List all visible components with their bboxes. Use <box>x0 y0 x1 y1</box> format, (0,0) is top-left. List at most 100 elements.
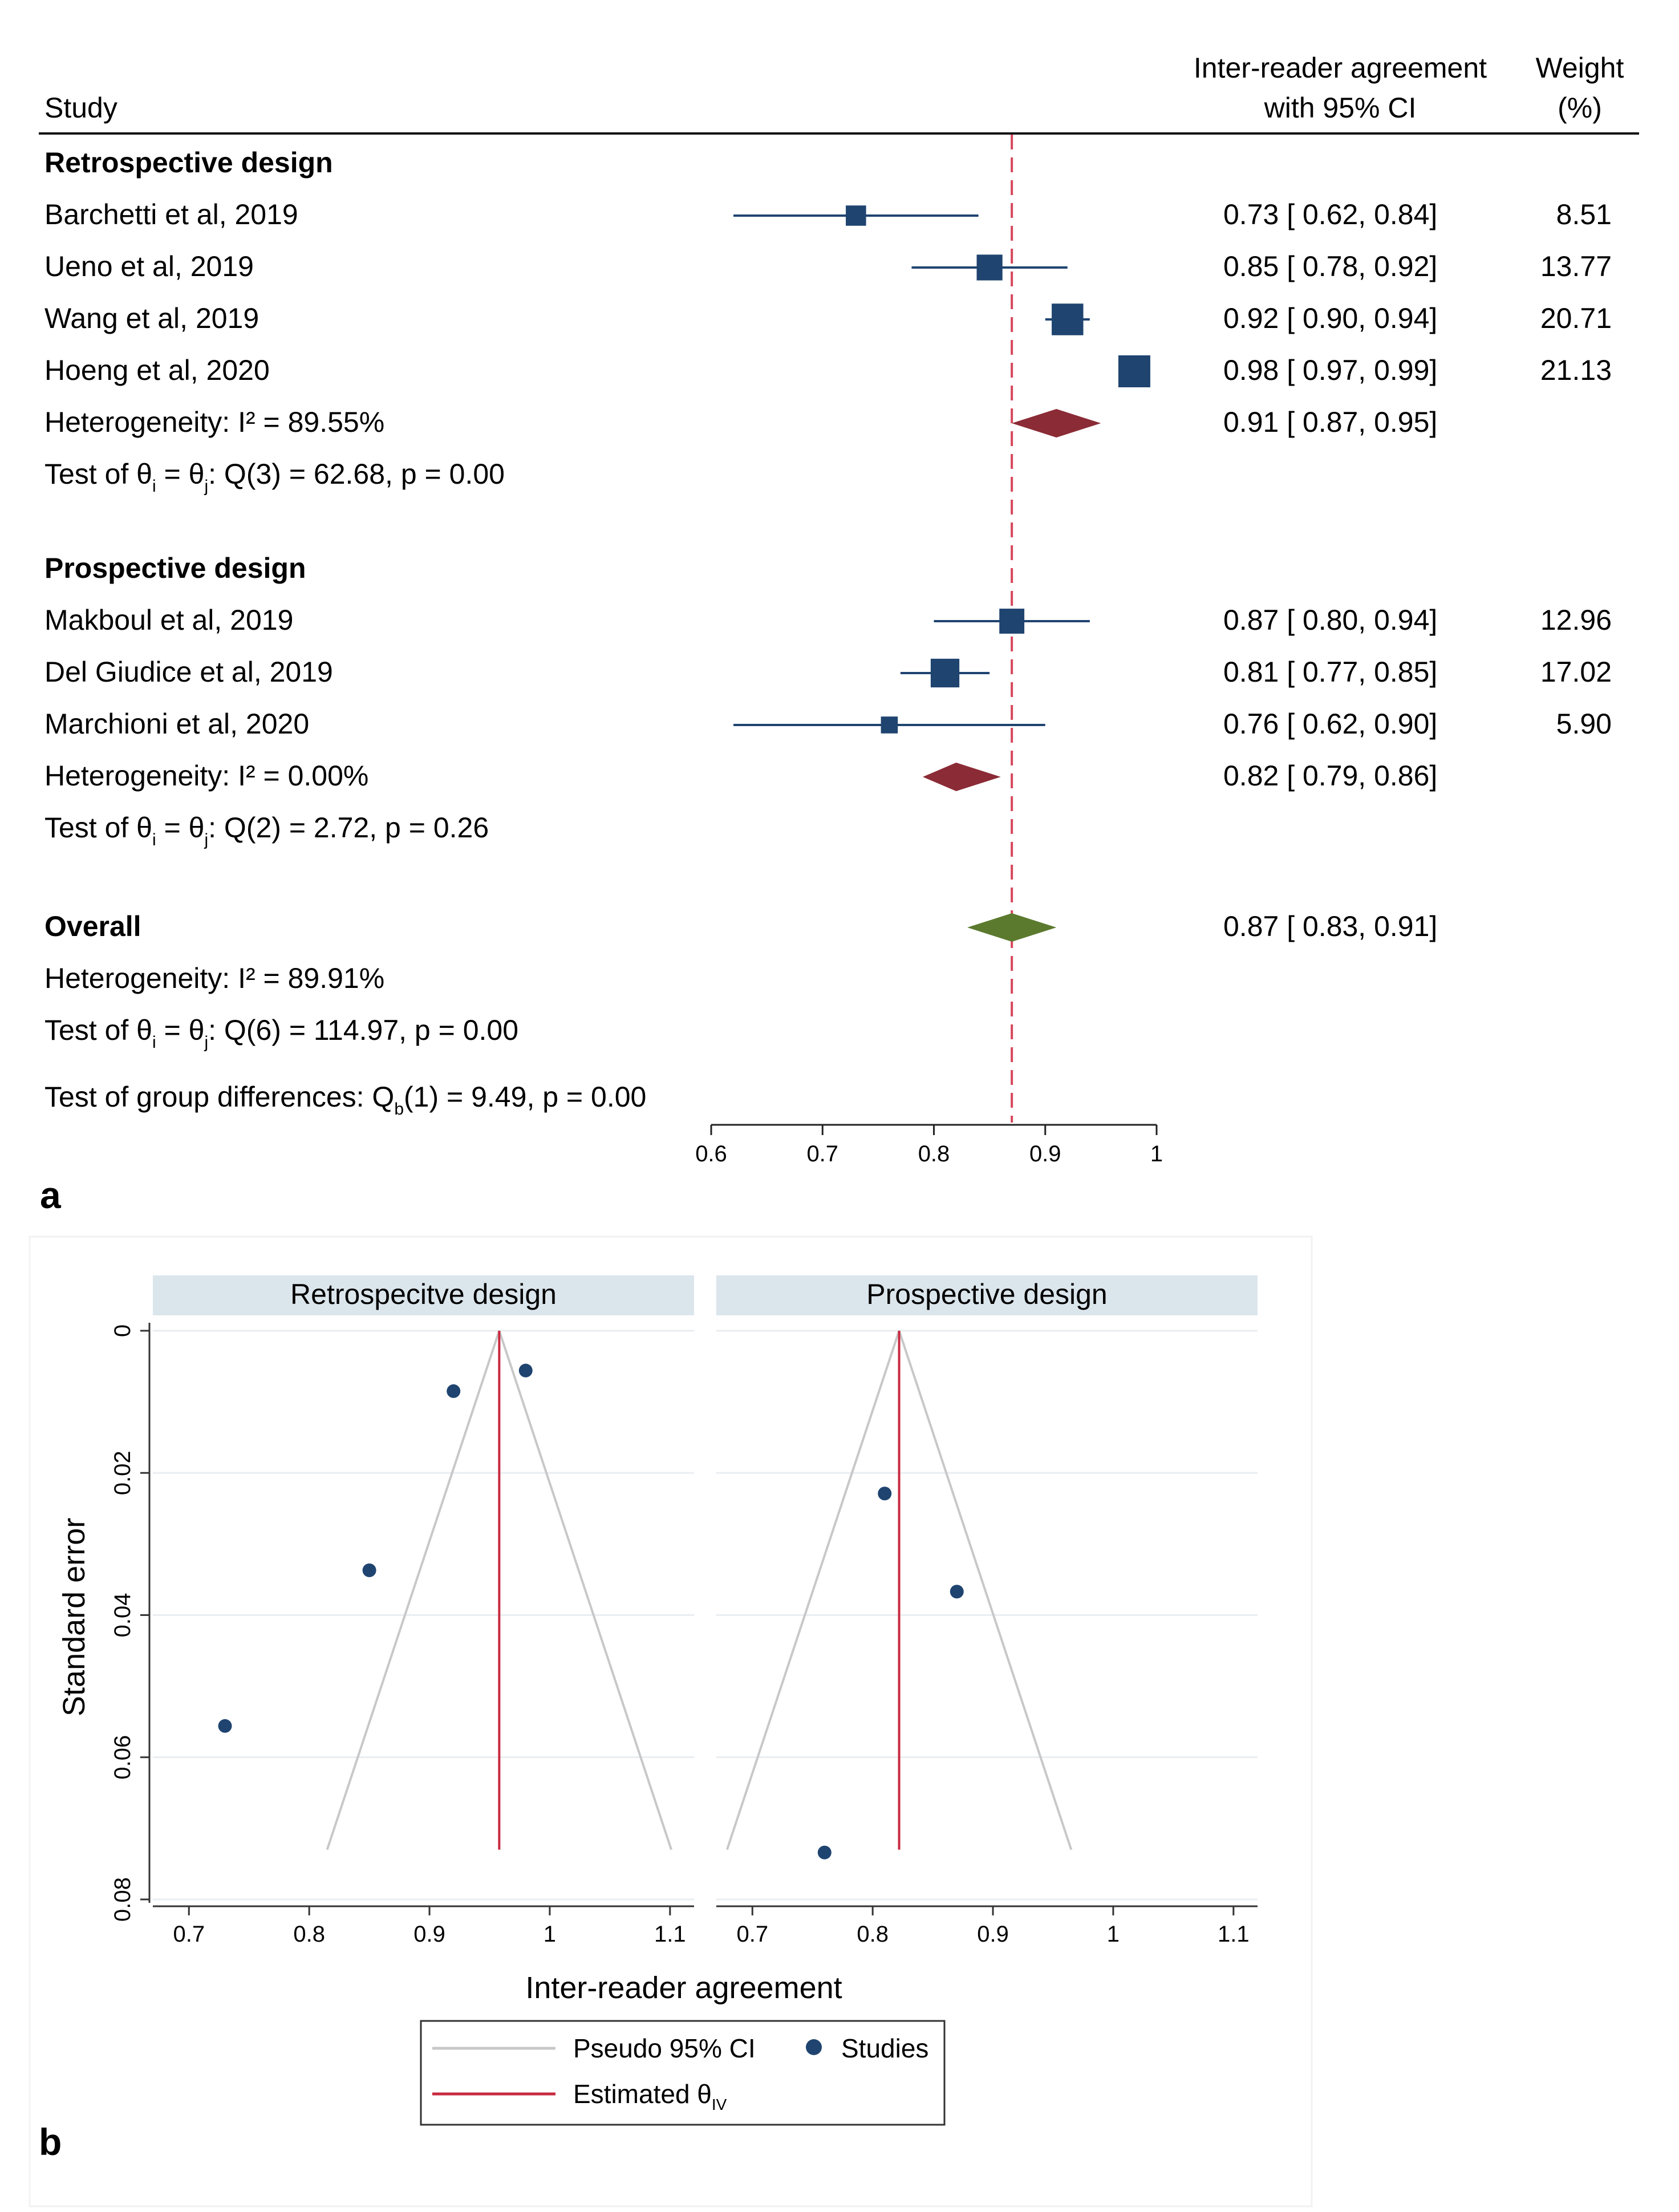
study-point <box>362 1563 376 1577</box>
funnel-x-tick-label: 0.9 <box>977 1922 1009 1947</box>
test-p: 0.00 <box>449 458 505 490</box>
study-ci-text: 0.85 [ 0.78, 0.92] <box>1223 250 1437 282</box>
study-weight: 12.96 <box>1540 604 1612 636</box>
test-stat: 62.68 <box>314 458 385 490</box>
group-differences-test: Test of group differences: Qb(1) = 9.49,… <box>44 1081 646 1119</box>
study-point <box>447 1384 461 1398</box>
study-marker <box>1118 355 1150 387</box>
header-weight-line2: (%) <box>1558 92 1602 124</box>
test-p: 0.00 <box>591 1081 646 1113</box>
header-weight-line1: Weight <box>1536 52 1624 84</box>
study-name: Hoeng et al, 2020 <box>44 354 270 386</box>
study-point <box>878 1486 892 1501</box>
funnel-x-tick-label: 0.8 <box>857 1922 889 1947</box>
forest-marks: 0.6 0.7 0.8 0.9 1 <box>695 135 1163 1166</box>
study-name: Marchioni et al, 2020 <box>44 708 309 740</box>
study-ci-text: 0.87 [ 0.80, 0.94] <box>1223 604 1437 636</box>
facet-title: Prospective design <box>866 1278 1107 1310</box>
test-df: 6 <box>256 1014 271 1046</box>
study-weight: 21.13 <box>1540 354 1612 386</box>
funnel-x-tick-label: 1 <box>544 1922 556 1947</box>
legend-studies-marker <box>806 2039 822 2055</box>
overall-diamond <box>967 913 1057 942</box>
study-marker <box>881 716 898 734</box>
funnel-y-axis-title: Standard error <box>57 1518 91 1716</box>
facet-strip <box>153 1275 694 1315</box>
test-of-equality: Test of θi = θj: Q(2) = 2.72, p = 0.26 <box>44 812 489 849</box>
heterogeneity-label: Heterogeneity: I² = 0.00% <box>44 760 368 792</box>
test-stat: 9.49 <box>471 1081 526 1113</box>
study-marker <box>846 205 866 226</box>
study-ci-text: 0.73 [ 0.62, 0.84] <box>1223 198 1437 230</box>
funnel-x-tick-label: 0.7 <box>736 1922 768 1947</box>
study-weight: 17.02 <box>1540 656 1612 688</box>
study-name: Ueno et al, 2019 <box>44 250 254 282</box>
funnel-y-tick-label: 0.08 <box>110 1877 135 1922</box>
group-title-prospective: Prospective design <box>44 552 306 584</box>
study-point <box>218 1719 232 1733</box>
forest-x-tick-label: 0.8 <box>918 1141 950 1166</box>
study-name: Wang et al, 2019 <box>44 302 259 334</box>
study-ci-text: 0.81 [ 0.77, 0.85] <box>1223 656 1437 688</box>
overall-test-of-equality: Test of θi = θj: Q(6) = 114.97, p = 0.00 <box>44 1014 518 1052</box>
facet-title: Retrospecitve design <box>290 1278 557 1310</box>
funnel-plot: Retrospecitve design 0.7 0.8 0.9 1 1.1 0 0.02 0.… <box>29 1235 1313 2207</box>
pooled-diamond <box>1012 409 1101 437</box>
test-p: 0.00 <box>463 1014 518 1046</box>
test-of-equality: Test of θi = θj: Q(3) = 62.68, p = 0.00 <box>44 458 505 496</box>
heterogeneity-label: Heterogeneity: I² = 89.55% <box>44 406 384 438</box>
study-marker <box>999 609 1025 634</box>
test-stat: 2.72 <box>314 812 369 844</box>
pseudo-ci-line <box>898 1330 1073 1850</box>
panel-label-b: b <box>39 2121 62 2163</box>
legend-studies-label: Studies <box>841 2033 928 2063</box>
header-study: Study <box>44 92 117 124</box>
forest-x-tick-label: 0.7 <box>806 1141 838 1166</box>
header-ci-line1: Inter-reader agreement <box>1194 52 1487 84</box>
forest-x-tick-label: 0.9 <box>1029 1141 1061 1166</box>
pooled-ci-text: 0.91 [ 0.87, 0.95] <box>1223 406 1437 438</box>
panel-label-a: a <box>40 1174 62 1216</box>
header-ci-line2: with 95% CI <box>1264 92 1417 124</box>
study-weight: 8.51 <box>1556 198 1612 230</box>
funnel-x-axis-title: Inter-reader agreement <box>525 1971 842 2005</box>
legend-estimate-text: Estimated θ <box>573 2079 712 2109</box>
overall-title: Overall <box>44 910 141 942</box>
study-name: Makboul et al, 2019 <box>44 604 293 636</box>
study-point <box>950 1585 964 1599</box>
forest-plot: Study Inter-reader agreement with 95% CI… <box>39 52 1639 1216</box>
study-weight: 13.77 <box>1540 250 1612 282</box>
test-p: 0.26 <box>433 812 489 844</box>
legend-ci-label: Pseudo 95% CI <box>573 2033 756 2063</box>
funnel-x-tick-label: 0.8 <box>293 1922 325 1947</box>
study-marker <box>930 658 960 688</box>
pooled-ci-text: 0.82 [ 0.79, 0.86] <box>1223 760 1437 792</box>
funnel-x-tick-label: 1 <box>1107 1922 1120 1947</box>
study-marker <box>1052 303 1084 335</box>
study-ci-text: 0.98 [ 0.97, 0.99] <box>1223 354 1437 386</box>
study-marker <box>976 254 1003 281</box>
pooled-diamond <box>922 763 1001 791</box>
study-weight: 20.71 <box>1540 302 1612 334</box>
funnel-marks: Retrospecitve design 0.7 0.8 0.9 1 1.1 0 0.02 0.… <box>110 1275 1258 1947</box>
legend-estimate-sub: IV <box>712 2096 727 2113</box>
test-df: 1 <box>413 1081 429 1113</box>
study-point <box>817 1845 832 1859</box>
test-df: 3 <box>256 458 271 490</box>
study-ci-text: 0.92 [ 0.90, 0.94] <box>1223 302 1437 334</box>
legend-estimate-label: Estimated θIV <box>573 2079 727 2113</box>
facet-strip <box>716 1275 1258 1315</box>
funnel-frame <box>29 1235 1313 2207</box>
pseudo-ci-line <box>725 1330 901 1850</box>
overall-heterogeneity: Heterogeneity: I² = 89.91% <box>44 962 384 994</box>
funnel-x-tick-label: 1.1 <box>654 1922 686 1947</box>
pseudo-ci-line <box>326 1330 501 1850</box>
study-name: Del Giudice et al, 2019 <box>44 656 333 688</box>
funnel-x-tick-label: 0.7 <box>173 1922 205 1947</box>
test-stat: 114.97 <box>314 1014 399 1046</box>
test-df: 2 <box>256 812 271 844</box>
funnel-y-tick-label: 0.02 <box>110 1451 135 1495</box>
forest-x-tick-label: 0.6 <box>695 1141 727 1166</box>
study-name: Barchetti et al, 2019 <box>44 198 298 230</box>
